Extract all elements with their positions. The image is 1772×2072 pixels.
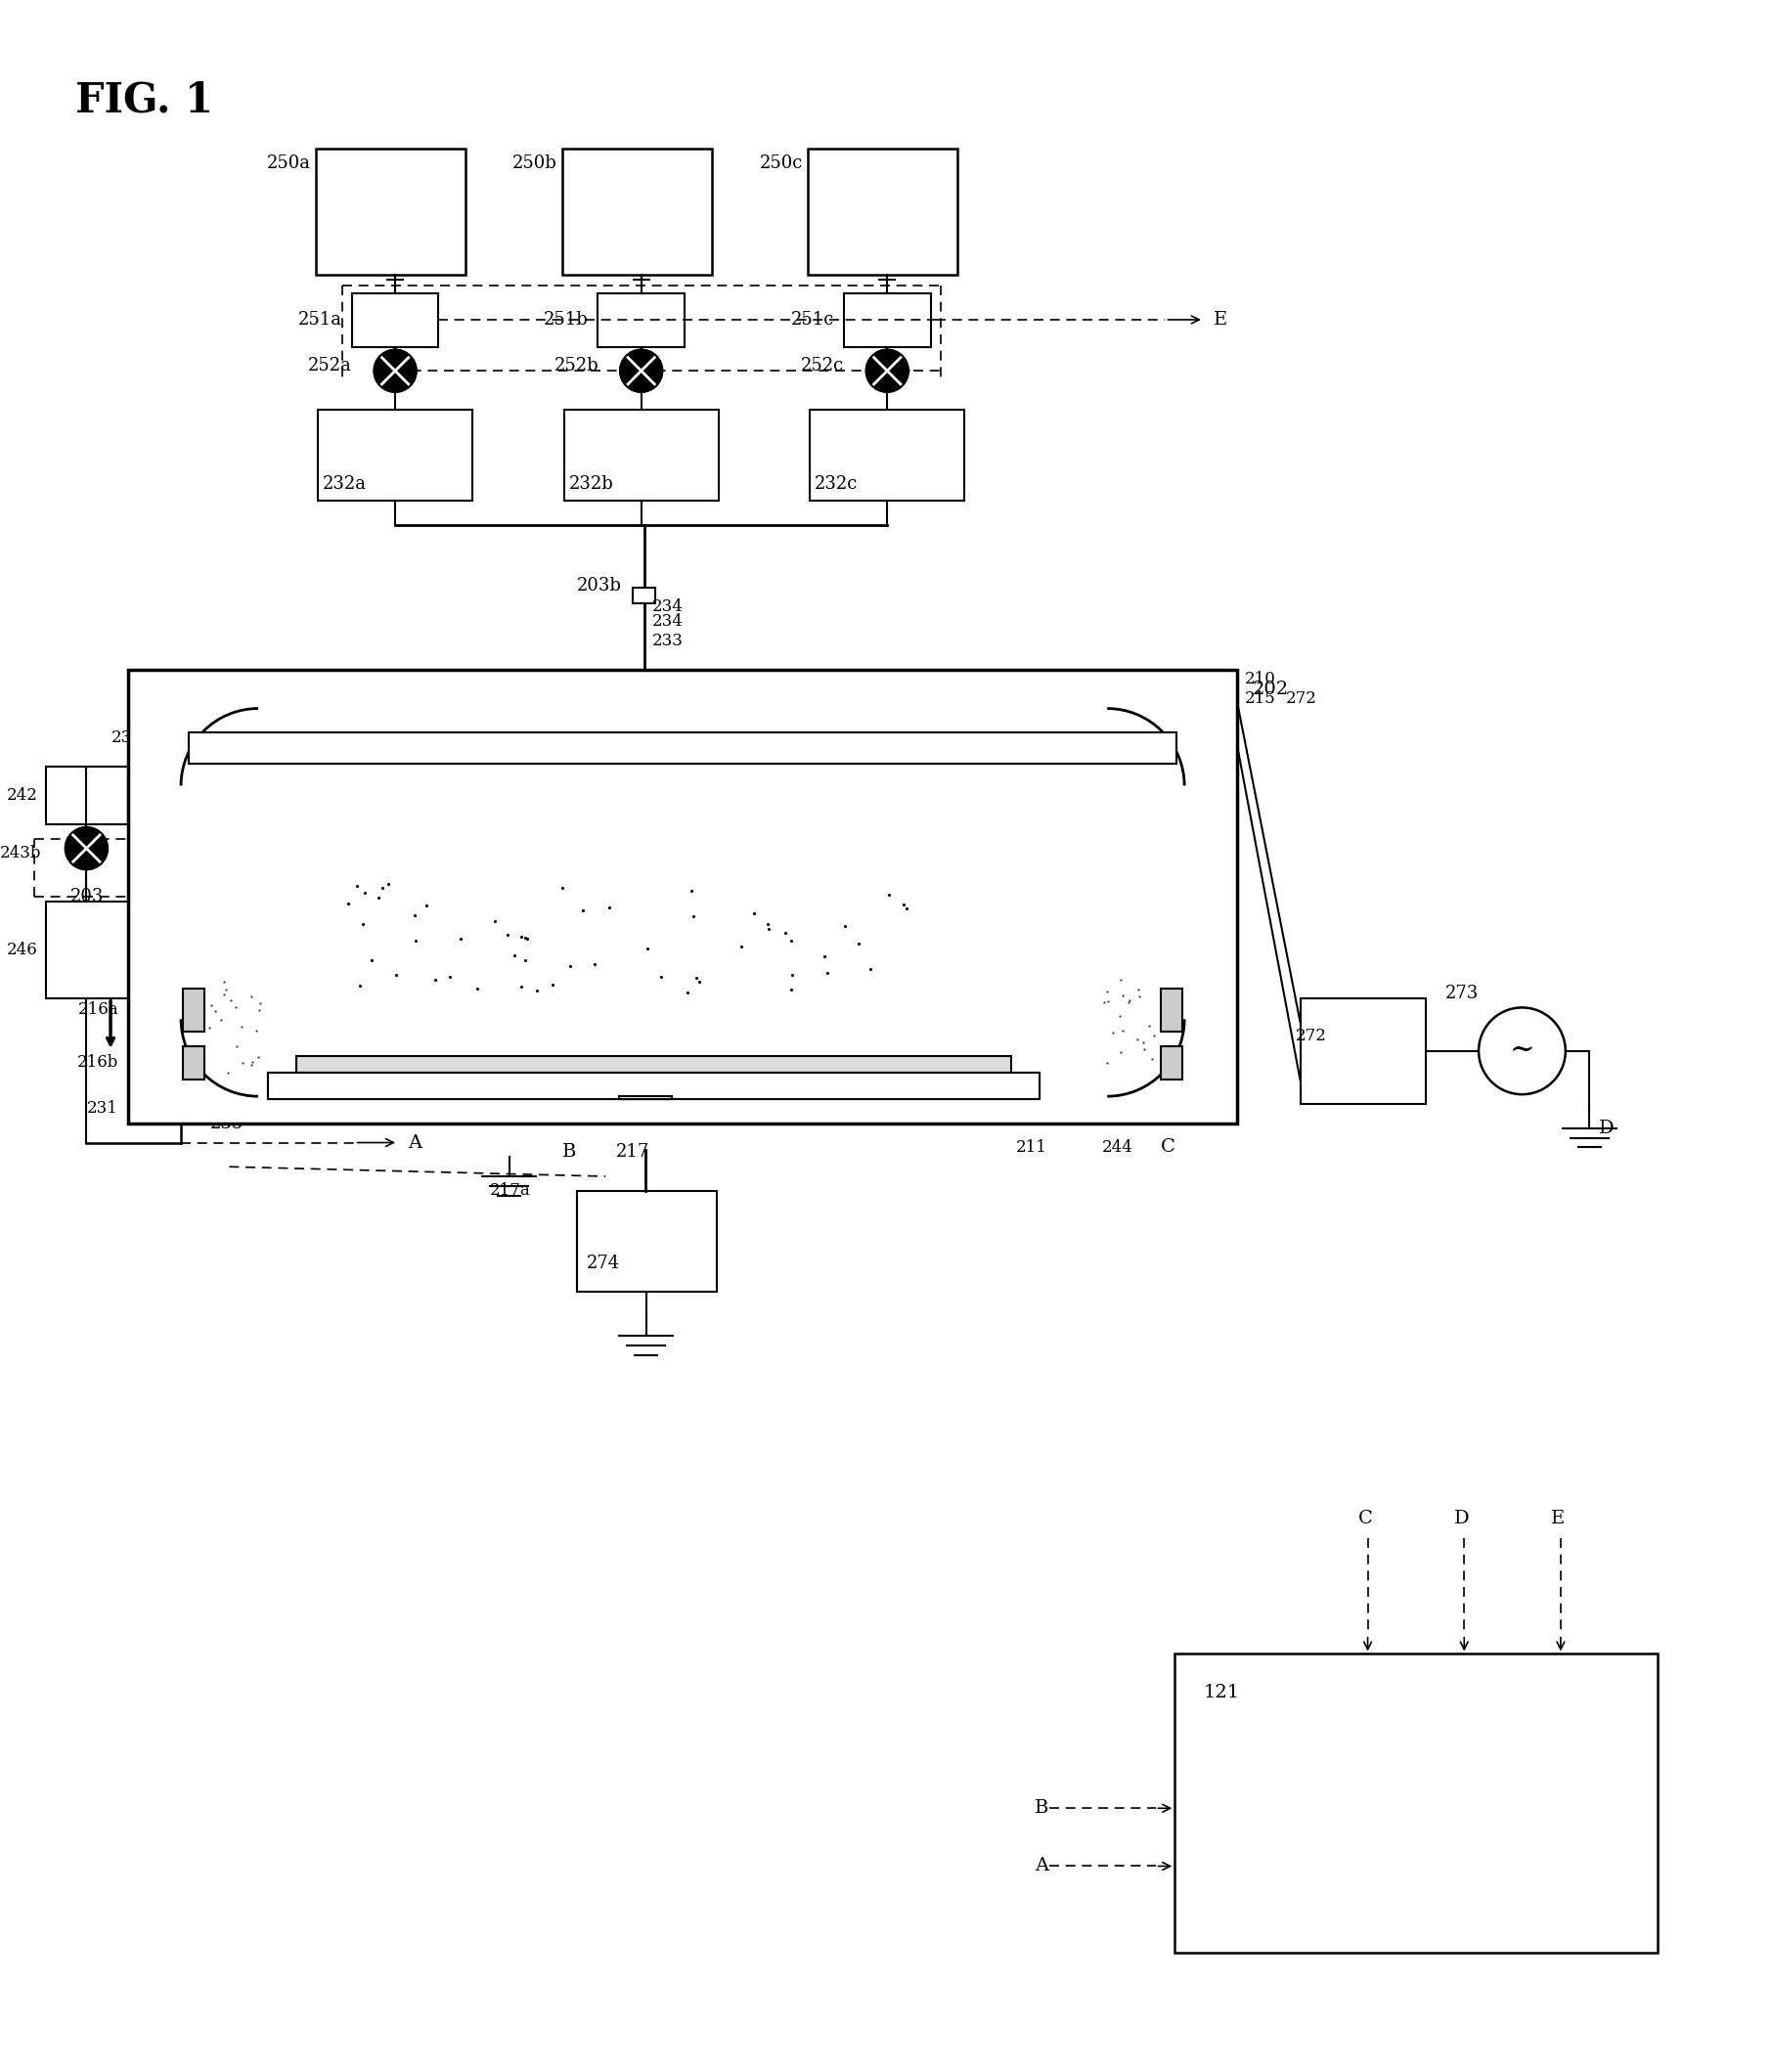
Text: 252c: 252c (801, 356, 843, 375)
Bar (353, 294, 439, 346)
Bar (633, 588, 656, 603)
Text: E: E (1550, 1510, 1565, 1527)
Text: 202: 202 (1253, 680, 1288, 698)
Text: 251c: 251c (790, 311, 835, 329)
Text: 235: 235 (209, 1115, 243, 1131)
Bar (188, 733, 1177, 762)
Text: 272: 272 (1286, 690, 1317, 707)
Text: 211: 211 (1015, 1140, 1047, 1156)
Bar (843, 294, 930, 346)
Text: 232c: 232c (815, 474, 858, 493)
Text: 223: 223 (159, 729, 191, 746)
Text: 217b: 217b (682, 995, 725, 1011)
Bar (183, 988, 204, 1032)
Text: 203b: 203b (576, 578, 622, 595)
Bar (1175, 1653, 1657, 1954)
Text: 240: 240 (654, 715, 686, 731)
Text: ~: ~ (1510, 1036, 1535, 1067)
Text: 236: 236 (693, 719, 723, 736)
Text: 237: 237 (131, 744, 161, 760)
Text: A: A (1035, 1857, 1049, 1875)
Text: 250c: 250c (760, 155, 803, 172)
Text: 232a: 232a (323, 474, 367, 493)
Text: 234: 234 (652, 599, 682, 615)
Text: 252b: 252b (555, 356, 599, 375)
Text: C: C (1161, 1140, 1175, 1156)
Bar (810, 410, 964, 501)
Text: 215: 215 (1246, 690, 1276, 707)
Text: B: B (1035, 1798, 1049, 1817)
Text: D: D (1600, 1119, 1614, 1138)
Bar (128, 669, 181, 1123)
Text: 250b: 250b (512, 155, 556, 172)
Bar (317, 410, 473, 501)
Text: 231: 231 (87, 1100, 119, 1117)
Text: 243b: 243b (0, 845, 41, 862)
Text: 233: 233 (652, 632, 682, 649)
Text: 244: 244 (1102, 1140, 1134, 1156)
Text: E: E (1214, 311, 1228, 329)
Text: 266: 266 (1044, 1104, 1076, 1121)
Bar (296, 1057, 1010, 1073)
Bar (1184, 669, 1237, 1123)
Text: FIG. 1: FIG. 1 (74, 81, 213, 122)
Bar (597, 294, 684, 346)
Text: 201: 201 (682, 959, 716, 978)
Text: 239: 239 (112, 729, 142, 746)
Text: 251a: 251a (298, 311, 342, 329)
Text: 274: 274 (587, 1254, 620, 1272)
Bar (128, 669, 1237, 1123)
Bar (618, 1096, 672, 1098)
Text: 251b: 251b (544, 311, 588, 329)
Text: 250a: 250a (268, 155, 312, 172)
Text: 268: 268 (702, 1104, 734, 1121)
Text: 246: 246 (7, 941, 39, 957)
Bar (188, 733, 1177, 762)
Bar (46, 901, 175, 999)
Text: A: A (408, 1133, 422, 1152)
Text: 252a: 252a (308, 356, 353, 375)
Text: 272: 272 (1295, 1028, 1327, 1044)
Bar (315, 149, 466, 274)
Text: 242: 242 (7, 787, 39, 804)
Text: C: C (1357, 1510, 1373, 1527)
Bar (1161, 1046, 1182, 1080)
Text: 216a: 216a (78, 1001, 119, 1017)
Text: 224: 224 (735, 715, 767, 731)
Text: 121: 121 (1203, 1685, 1240, 1701)
Bar (563, 410, 718, 501)
Bar (268, 1073, 1040, 1098)
Text: 216b: 216b (76, 1055, 119, 1071)
Bar (1301, 999, 1426, 1104)
Bar (808, 149, 957, 274)
Text: 217a: 217a (296, 1104, 338, 1121)
Text: 234: 234 (652, 613, 682, 630)
Bar (46, 767, 128, 825)
Bar (181, 1096, 1184, 1123)
Text: B: B (562, 1144, 576, 1160)
Text: 100: 100 (587, 995, 620, 1011)
Text: 217: 217 (617, 1144, 650, 1160)
Circle shape (374, 350, 416, 392)
Text: 266: 266 (346, 1104, 376, 1121)
Text: 203: 203 (71, 887, 103, 905)
Bar (618, 1096, 672, 1098)
Text: 238: 238 (422, 941, 455, 959)
Circle shape (66, 827, 108, 870)
Bar (183, 1046, 204, 1080)
Bar (576, 1191, 716, 1293)
Text: 232b: 232b (569, 474, 613, 493)
Bar (268, 1073, 1040, 1098)
Bar (1161, 988, 1182, 1032)
Text: D: D (1455, 1510, 1469, 1527)
Bar (562, 149, 712, 274)
Bar (128, 669, 1237, 709)
Circle shape (620, 350, 663, 392)
Bar (633, 690, 656, 707)
Circle shape (867, 350, 909, 392)
Text: 217a: 217a (489, 1183, 530, 1200)
Ellipse shape (307, 862, 962, 1017)
Text: 210: 210 (1246, 671, 1276, 688)
Text: 273: 273 (1444, 984, 1478, 1003)
